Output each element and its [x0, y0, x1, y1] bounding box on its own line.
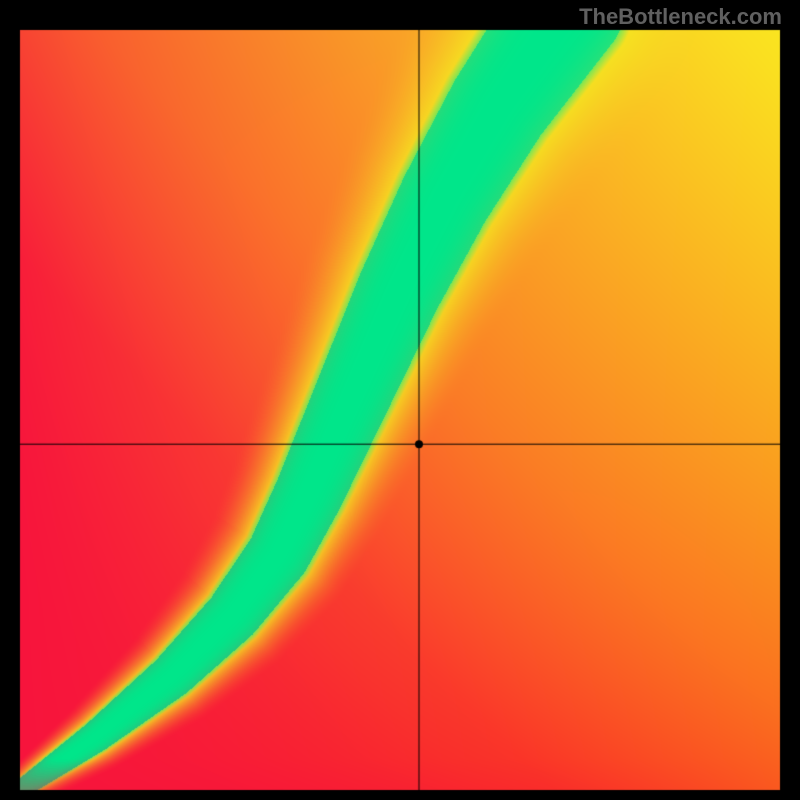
- chart-container: TheBottleneck.com: [0, 0, 800, 800]
- watermark-text: TheBottleneck.com: [579, 4, 782, 30]
- bottleneck-heatmap: [0, 0, 800, 800]
